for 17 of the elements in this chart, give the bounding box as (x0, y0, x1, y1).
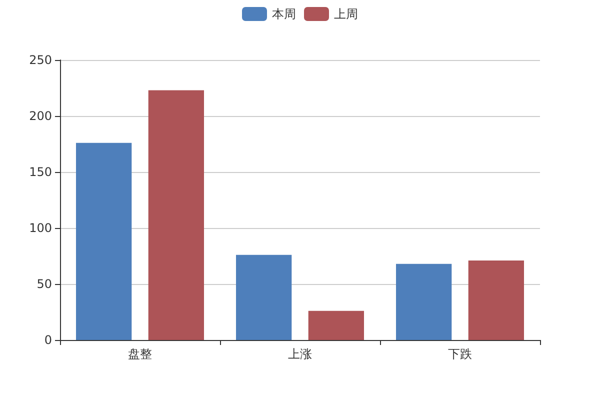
bar (236, 254, 292, 340)
bar (396, 264, 452, 340)
y-tick-label: 150 (29, 165, 52, 179)
x-tick-label: 上涨 (288, 347, 312, 361)
legend-label: 上周 (334, 7, 358, 21)
y-tick-label: 100 (29, 221, 52, 235)
x-tick-label: 盘整 (128, 347, 152, 361)
y-tick-label: 200 (29, 109, 52, 123)
x-tick-label: 下跌 (448, 347, 472, 361)
bar (148, 90, 204, 340)
legend-label: 本周 (272, 7, 296, 21)
bar (76, 142, 132, 340)
bar (468, 260, 524, 340)
y-tick-label: 250 (29, 53, 52, 67)
y-tick-label: 0 (44, 333, 52, 347)
y-tick-label: 50 (36, 277, 52, 291)
bar (308, 310, 364, 340)
